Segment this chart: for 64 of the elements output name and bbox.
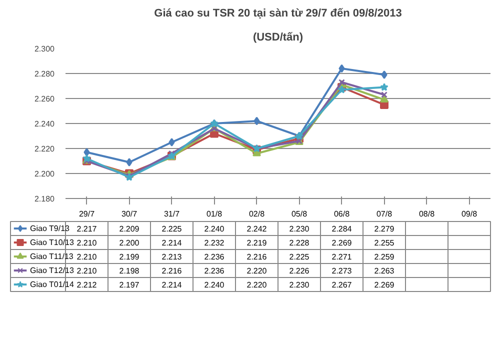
data-label: 2.217 [76, 224, 98, 234]
data-label: 2.273 [332, 266, 352, 276]
data-label: 2.212 [76, 280, 98, 290]
x-tick-label: 02/8 [248, 210, 266, 218]
y-tick-label: 2.200 [34, 170, 56, 178]
data-label: 2.225 [289, 252, 310, 262]
y-tick-label: 2.180 [34, 194, 56, 204]
y-tick-label: 2.280 [34, 70, 56, 78]
x-tick-label: 29/7 [78, 210, 96, 218]
data-label: 2.263 [374, 266, 395, 276]
data-label: 2.200 [119, 238, 140, 248]
legend-label: Giao T10/13 [30, 238, 74, 247]
legend-label: Giao T11/13 [30, 252, 74, 261]
x-tick-label: 09/8 [461, 210, 478, 218]
x-tick-label: 30/7 [121, 210, 138, 218]
x-tick-label: 06/8 [334, 210, 350, 218]
data-label: 2.271 [332, 252, 352, 262]
data-label: 2.240 [204, 224, 225, 234]
data-label: 2.269 [332, 238, 352, 248]
legend-label: Giao T9/13 [30, 224, 70, 233]
data-label: 2.213 [162, 252, 182, 262]
data-label: 2.240 [204, 280, 225, 290]
data-label: 2.210 [76, 266, 98, 276]
data-label: 2.236 [204, 266, 225, 276]
chart-title: Giá cao su TSR 20 tại sàn từ 29/7 đến 09/8/2013 [154, 8, 402, 20]
data-label: 2.214 [162, 280, 182, 290]
data-label: 2.199 [119, 252, 140, 262]
legend-label: Giao T12/13 [30, 266, 74, 275]
data-label: 2.269 [374, 280, 395, 290]
x-tick-label: 07/8 [376, 210, 393, 218]
data-label: 2.267 [332, 280, 352, 290]
data-label: 2.255 [374, 238, 395, 248]
data-label: 2.284 [332, 224, 352, 234]
data-label: 2.230 [289, 224, 310, 234]
data-label: 2.225 [162, 224, 182, 234]
data-label: 2.228 [289, 238, 310, 248]
data-label: 2.197 [119, 280, 140, 290]
legend-label: Giao T01/14 [30, 280, 74, 289]
data-label: 2.226 [289, 266, 310, 276]
y-tick-label: 2.240 [34, 120, 56, 128]
y-tick-label: 2.300 [34, 44, 56, 54]
x-tick-label: 31/7 [164, 210, 180, 218]
data-label: 2.210 [76, 238, 98, 248]
data-label: 2.219 [246, 238, 268, 248]
data-label: 2.216 [246, 252, 268, 262]
data-label: 2.259 [374, 252, 395, 262]
data-label: 2.198 [119, 266, 140, 276]
data-label: 2.232 [204, 238, 225, 248]
data-label: 2.220 [246, 280, 268, 290]
data-label: 2.220 [246, 266, 268, 276]
data-label: 2.236 [204, 252, 225, 262]
x-tick-label: 08/8 [418, 210, 436, 218]
y-tick-label: 2.220 [34, 144, 56, 154]
y-tick-label: 2.260 [34, 94, 56, 104]
data-label: 2.210 [76, 252, 98, 262]
x-tick-label: 01/8 [206, 210, 223, 218]
data-label: 2.214 [162, 238, 182, 248]
data-label: 2.242 [246, 224, 268, 234]
data-label: 2.216 [162, 266, 182, 276]
data-label: 2.279 [374, 224, 395, 234]
data-label: 2.230 [289, 280, 310, 290]
chart-subtitle: (USD/tấn) [252, 32, 304, 44]
data-label: 2.209 [119, 224, 140, 234]
x-tick-label: 05/8 [291, 210, 308, 218]
